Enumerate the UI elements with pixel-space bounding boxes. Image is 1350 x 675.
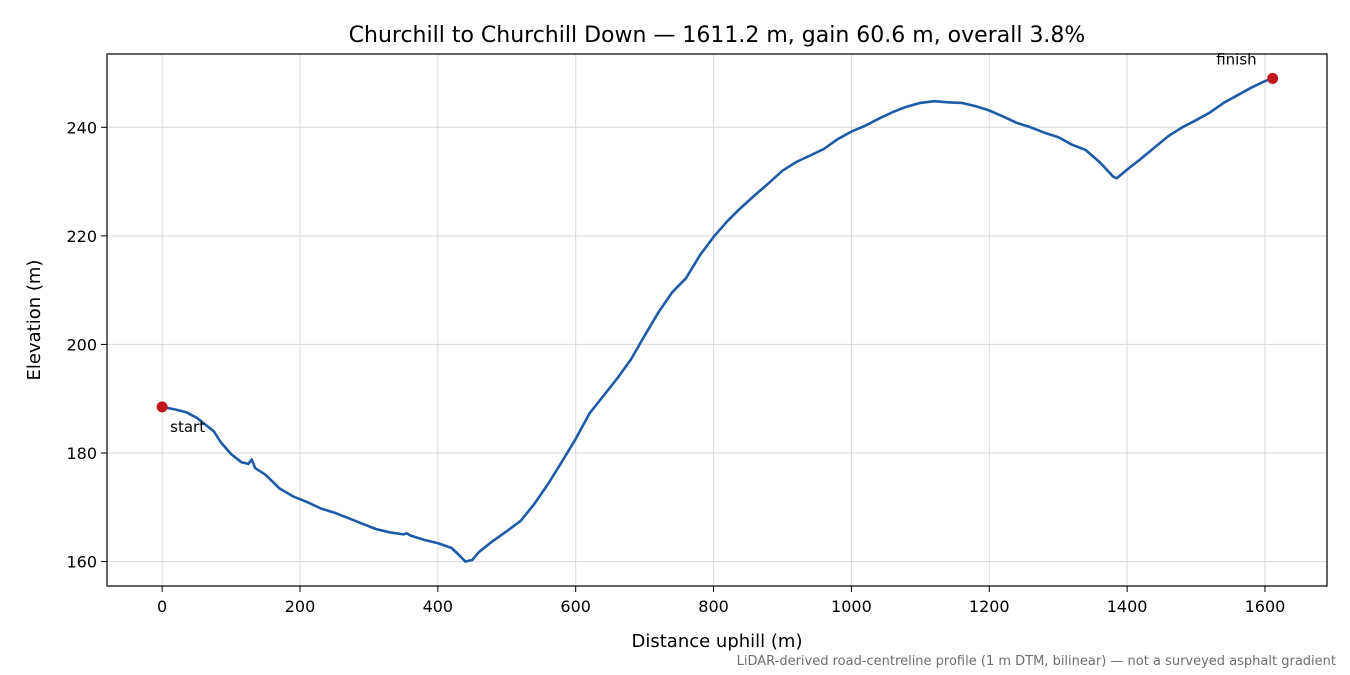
endpoint-markers <box>156 72 1279 413</box>
y-tick-label-3: 220 <box>66 227 97 246</box>
y-tick-label-0: 160 <box>66 553 97 572</box>
elevation-series-line <box>160 77 1274 563</box>
x-tick-label-5: 1000 <box>831 597 872 616</box>
finish-label: finish <box>1216 50 1256 68</box>
annotations: start finish <box>170 50 1257 435</box>
x-tick-label-2: 400 <box>423 597 454 616</box>
x-axis-label: Distance uphill (m) <box>632 631 803 652</box>
x-tick-label-3: 600 <box>560 597 591 616</box>
y-axis-ticks: 160 180 200 220 240 <box>66 118 107 572</box>
footnote: LiDAR-derived road-centreline profile (1… <box>737 654 1336 669</box>
y-axis-label: Elevation (m) <box>24 260 45 381</box>
x-tick-label-7: 1400 <box>1107 597 1148 616</box>
grid-lines <box>107 54 1327 586</box>
plot-frame <box>106 53 1328 587</box>
y-tick-label-4: 240 <box>66 118 97 137</box>
finish-marker <box>1267 72 1279 84</box>
x-tick-label-1: 200 <box>285 597 316 616</box>
x-tick-label-8: 1600 <box>1245 597 1286 616</box>
chart-title: Churchill to Churchill Down — 1611.2 m, … <box>349 23 1086 48</box>
start-label: start <box>170 418 205 436</box>
x-tick-label-6: 1200 <box>969 597 1010 616</box>
y-tick-label-2: 200 <box>66 335 97 354</box>
y-tick-label-1: 180 <box>66 444 97 463</box>
x-tick-label-4: 800 <box>698 597 729 616</box>
x-tick-label-0: 0 <box>157 597 167 616</box>
start-marker <box>156 401 168 413</box>
x-axis-ticks: 0 200 400 600 800 1000 1200 1400 1600 <box>157 586 1285 616</box>
